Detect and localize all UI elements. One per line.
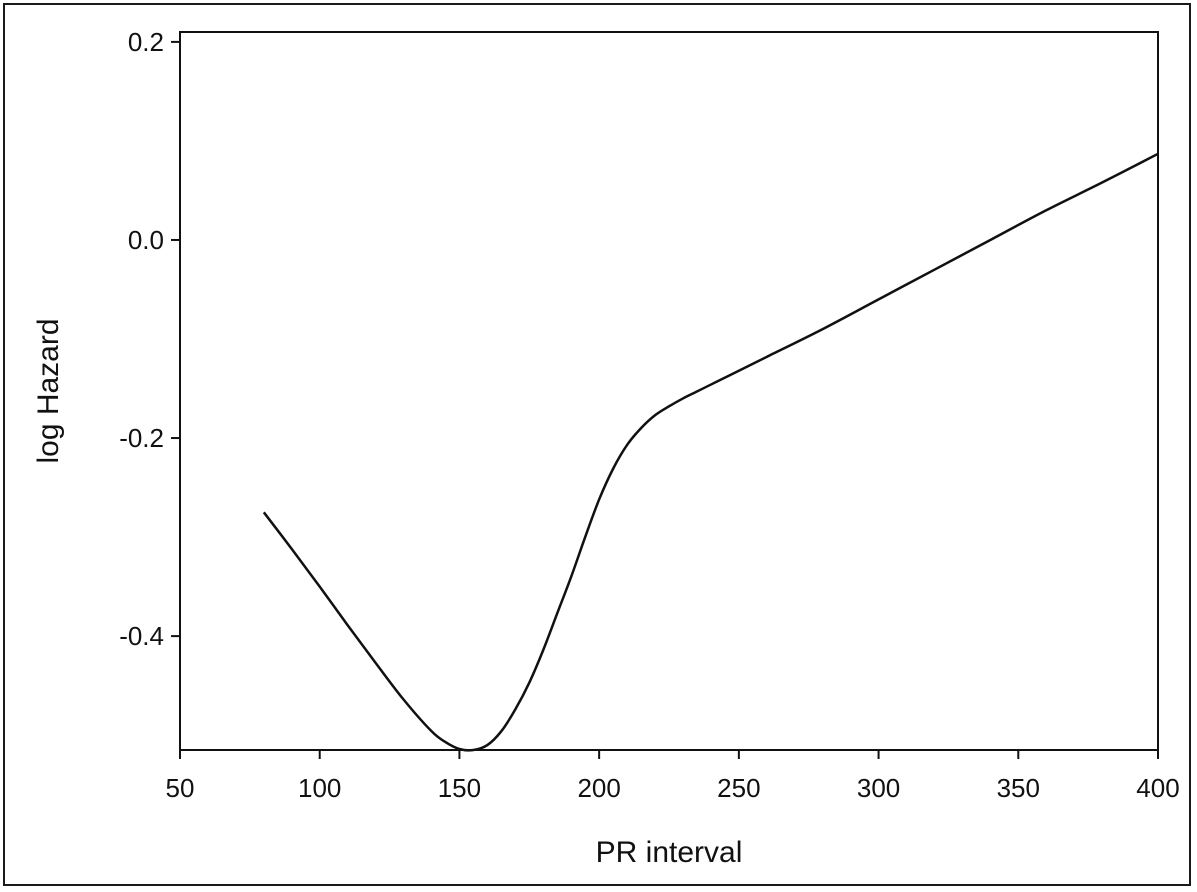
x-tick-label: 400 (1136, 773, 1179, 803)
ticks: 50 100 150 200 250 300 350 400 -0.4 -0.2 0.0 0.2 (119, 27, 1180, 803)
y-tick-label: -0.4 (119, 621, 164, 651)
x-axis-title: PR interval (596, 836, 743, 869)
x-tick-label: 100 (298, 773, 341, 803)
y-tick-label: 0.0 (128, 225, 164, 255)
y-tick-label: -0.2 (119, 423, 164, 453)
plot-area (179, 31, 1159, 751)
chart-frame (3, 3, 1191, 886)
series-layer (262, 152, 1159, 752)
axes (179, 31, 1159, 751)
y-tick-label: 0.2 (128, 27, 164, 57)
x-tick-label: 200 (577, 773, 620, 803)
series-line (262, 152, 1159, 752)
x-tick-label: 150 (438, 773, 481, 803)
x-tick-label: 50 (166, 773, 195, 803)
y-axis-title: log Hazard (32, 318, 65, 463)
x-tick-label: 250 (717, 773, 760, 803)
x-tick-label: 300 (857, 773, 900, 803)
x-tick-label: 350 (997, 773, 1040, 803)
